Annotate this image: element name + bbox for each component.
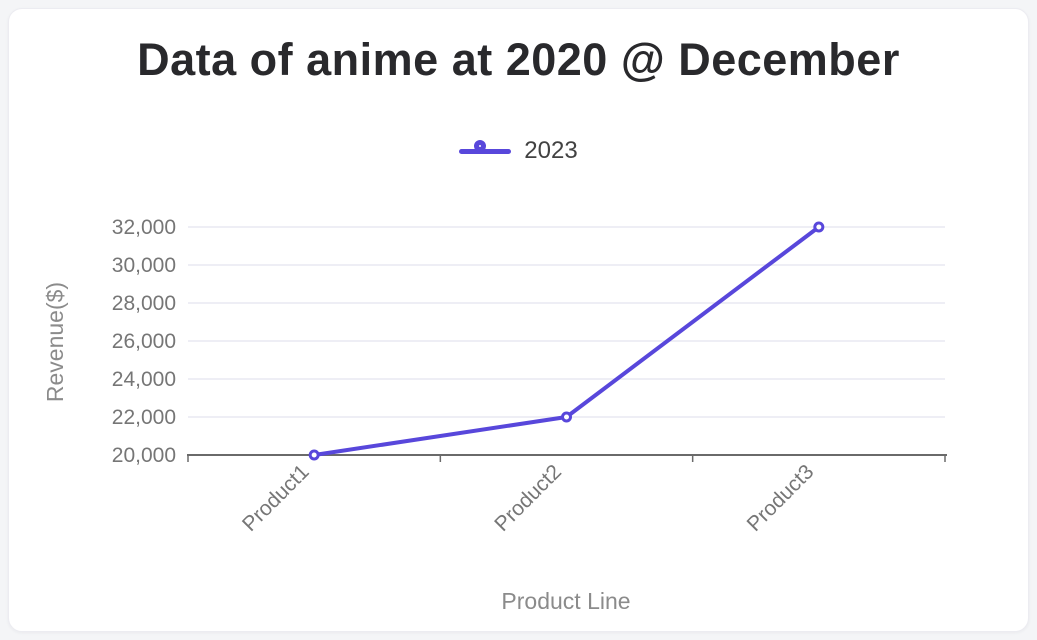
y-axis-tick-label: 26,000 <box>112 330 176 353</box>
x-axis-title: Product Line <box>501 588 631 614</box>
legend-circle-marker <box>474 140 487 152</box>
data-point-marker[interactable] <box>308 449 320 461</box>
y-axis-tick-label: 20,000 <box>112 444 176 467</box>
y-axis-tick-label: 30,000 <box>112 254 176 277</box>
data-point-marker[interactable] <box>813 221 825 233</box>
x-axis-category-label: Product2 <box>490 460 566 536</box>
data-point-marker[interactable] <box>561 411 572 423</box>
legend-label: 2023 <box>524 137 578 164</box>
chart-title: Data of anime at 2020 @ December <box>137 34 900 85</box>
y-axis-tick-label: 32,000 <box>112 216 176 239</box>
y-axis-tick-label: 24,000 <box>112 368 176 391</box>
legend-line-segment <box>459 148 512 154</box>
y-axis-tick-label: 22,000 <box>112 406 176 429</box>
legend[interactable]: 2023 <box>0 137 1037 164</box>
legend-line-circle-icon <box>459 140 512 162</box>
x-axis-category-label: Product1 <box>238 460 314 536</box>
chart-card <box>8 8 1029 632</box>
y-axis-tick-label: 28,000 <box>112 292 176 315</box>
x-axis-category-label: Product3 <box>743 460 819 536</box>
